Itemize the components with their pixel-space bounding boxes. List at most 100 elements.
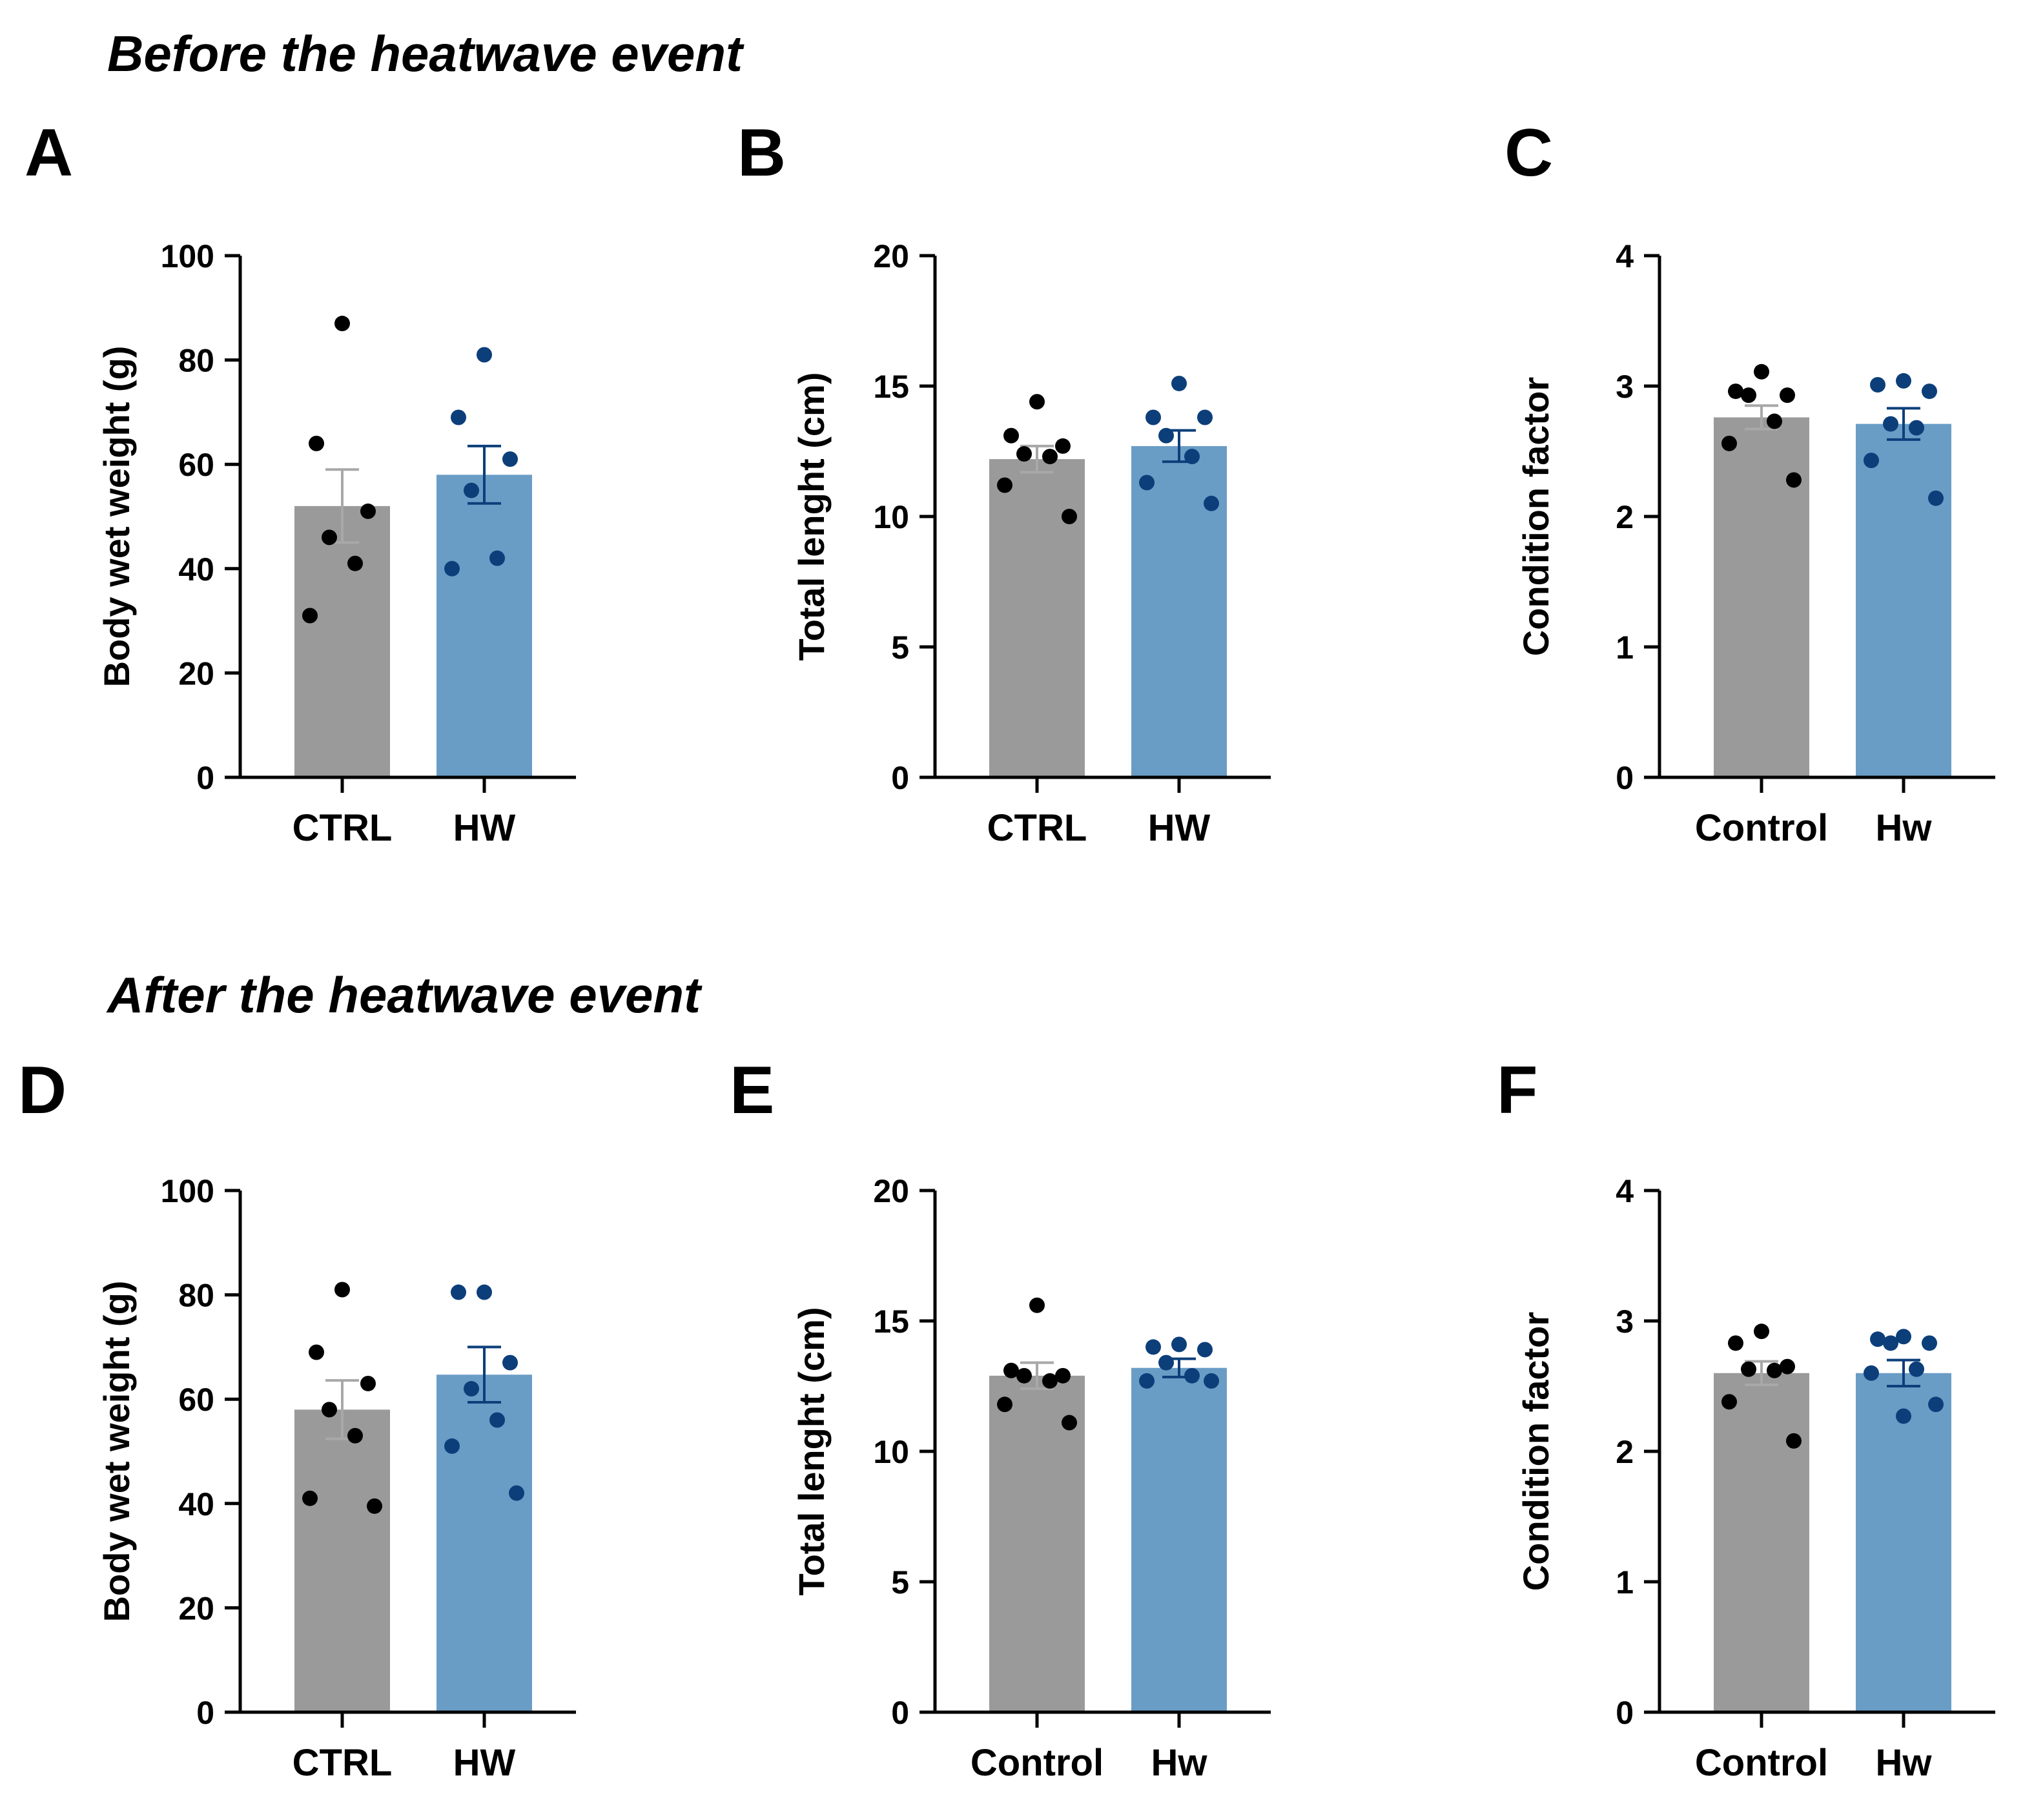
data-point [322,1402,337,1418]
y-axis-title: Condition factor [1515,377,1556,656]
y-tick-label: 0 [891,1695,909,1731]
y-tick-label: 0 [1616,1695,1634,1731]
y-tick-label: 1 [1616,629,1634,666]
data-point [1864,453,1879,469]
data-point [1922,383,1937,400]
data-point [302,608,318,624]
bar-ctrl [294,506,390,777]
data-point [309,435,324,451]
panel-letter: C [1505,116,1553,190]
y-tick-label: 20 [178,655,214,691]
bar-control [1714,417,1809,777]
data-point [1721,1394,1737,1410]
bar-hw [1856,1373,1951,1712]
bar-control [989,1375,1085,1712]
y-tick-label: 0 [196,760,214,796]
data-point [1184,449,1200,465]
data-point [1003,427,1019,444]
bar-hw [1856,424,1951,777]
data-point [997,477,1012,493]
data-point [1864,1365,1879,1381]
data-point [997,1396,1012,1413]
data-point [1016,446,1032,462]
data-point [1721,435,1737,451]
data-point [1029,1297,1045,1313]
panel-letter: D [18,1053,67,1128]
data-point [1029,394,1045,410]
x-category-label: Hw [1151,1742,1208,1784]
data-point [1786,472,1802,488]
y-tick-label: 2 [1616,499,1634,535]
data-point [1728,383,1743,400]
data-point [1171,375,1187,391]
data-point [1909,420,1924,436]
x-category-label: CTRL [293,807,393,849]
data-point [1062,1415,1077,1431]
data-point [1204,495,1219,511]
data-point [489,1412,505,1428]
data-point [309,1344,324,1360]
data-point [1055,1367,1071,1384]
bar-hw [437,475,532,777]
data-point [1042,449,1058,465]
y-tick-label: 80 [178,1278,214,1314]
x-category-label: Control [1695,1742,1828,1784]
panel-letter: E [730,1053,774,1128]
data-point [1922,1335,1937,1351]
data-point [1171,1336,1187,1353]
data-point [1780,1358,1795,1375]
panel-f: F Control Hw 0 1 2 3 4 Condition factor [1497,1053,1995,1784]
x-category-label: CTRL [987,807,1087,849]
bar-hw [437,1375,532,1712]
data-point [1145,409,1161,425]
data-point [1780,387,1795,404]
y-axis-title: Condition factor [1515,1312,1556,1591]
bar-hw [1131,445,1227,777]
x-category-label: HW [453,807,516,849]
data-point [360,503,376,519]
data-point [1741,387,1756,404]
data-point [464,482,479,498]
data-point [502,1355,518,1371]
data-point [1870,1331,1885,1347]
y-tick-label: 0 [1616,760,1634,796]
data-point [347,1427,363,1444]
y-tick-label: 15 [873,1304,909,1340]
x-category-label: Control [1695,807,1828,849]
panel-d: D CTRL HW 0 20 40 60 80 100 Body wet weight (g) [18,1053,576,1784]
panel-e: E Control Hw 0 5 10 15 20 Total lenght (cm) [730,1053,1271,1784]
y-axis-title: Body wet weight (g) [96,1281,137,1622]
data-point [334,1282,350,1298]
x-category-label: Hw [1876,807,1933,849]
data-point [1754,363,1769,380]
data-point [444,560,460,577]
panel-letter: B [737,116,786,190]
bar-ctrl [294,1409,390,1712]
y-tick-label: 5 [891,1564,909,1600]
data-point [451,1284,466,1300]
data-point [1139,475,1155,491]
panel-a: A CTRL HW 0 20 40 60 80 100 Body wet weight (g) [25,116,576,849]
y-tick-label: 2 [1616,1434,1634,1470]
y-tick-label: 4 [1616,238,1634,274]
y-tick-label: 40 [178,551,214,588]
data-point [367,1498,382,1514]
y-tick-label: 5 [891,629,909,666]
section-title-after: After the heatwave event [106,966,703,1023]
data-point [1909,1361,1924,1377]
data-point [1158,427,1174,444]
data-point [1728,1335,1743,1351]
data-point [1158,1355,1174,1371]
y-tick-label: 4 [1616,1173,1634,1209]
panel-c: C Control Hw 0 1 2 3 4 Condition factor [1505,116,1995,849]
data-point [1896,1329,1911,1345]
y-tick-label: 0 [891,760,909,796]
data-point [1767,1362,1782,1378]
y-tick-label: 100 [161,1173,214,1209]
y-tick-label: 100 [161,238,214,274]
data-point [1767,413,1782,429]
data-point [334,316,350,332]
y-tick-label: 3 [1616,369,1634,405]
data-point [477,347,492,363]
